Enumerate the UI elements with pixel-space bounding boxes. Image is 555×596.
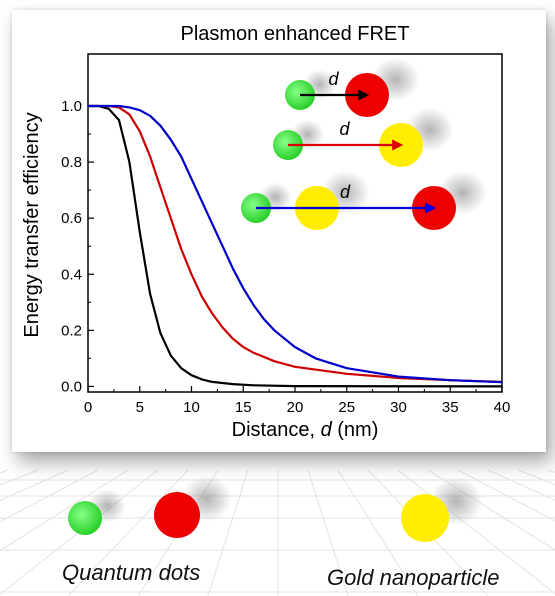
legend-quantum-dots-label: Quantum dots [62,560,201,585]
series-red-line [88,104,503,383]
x-tick-label: 5 [136,399,144,416]
x-axis-label: Distance, d (nm) [232,419,379,441]
inset-distance-label: d [339,119,350,139]
chart-title: Plasmon enhanced FRET [180,23,409,45]
y-tick-label: 0.0 [61,378,82,395]
y-tick-label: 1.0 [61,98,82,115]
chart: Plasmon enhanced FRET 0 5 10 15 20 25 30 35 40 0.0… [21,23,511,441]
series-blue-line [88,104,503,384]
y-axis-label: Energy transfer efficiency [21,112,43,337]
inset-distance-label: d [328,69,339,89]
x-tick-label: 35 [442,399,459,416]
legend-green-quantum-dot [68,501,102,535]
legend-gold-nanoparticle [401,494,449,542]
y-tick-label: 0.8 [61,154,82,171]
x-tick-label: 25 [338,399,355,416]
y-tick-label: 0.6 [61,210,82,227]
y-tick-label: 0.4 [61,266,82,283]
x-tick-label: 10 [183,399,200,416]
x-tick-label: 40 [494,399,511,416]
inset-distance-label: d [340,182,351,202]
x-tick-label: 20 [287,399,304,416]
y-tick-label: 0.2 [61,322,82,339]
chart-card: Plasmon enhanced FRET 0 5 10 15 20 25 30 35 40 0.0… [12,10,546,452]
series-black-line [88,104,503,388]
x-tick-label: 30 [390,399,407,416]
legend-gold-nanoparticle-label: Gold nanoparticle [327,565,500,590]
x-tick-label: 15 [235,399,252,416]
legend-red-quantum-dot [154,492,200,538]
x-tick-label: 0 [84,399,92,416]
